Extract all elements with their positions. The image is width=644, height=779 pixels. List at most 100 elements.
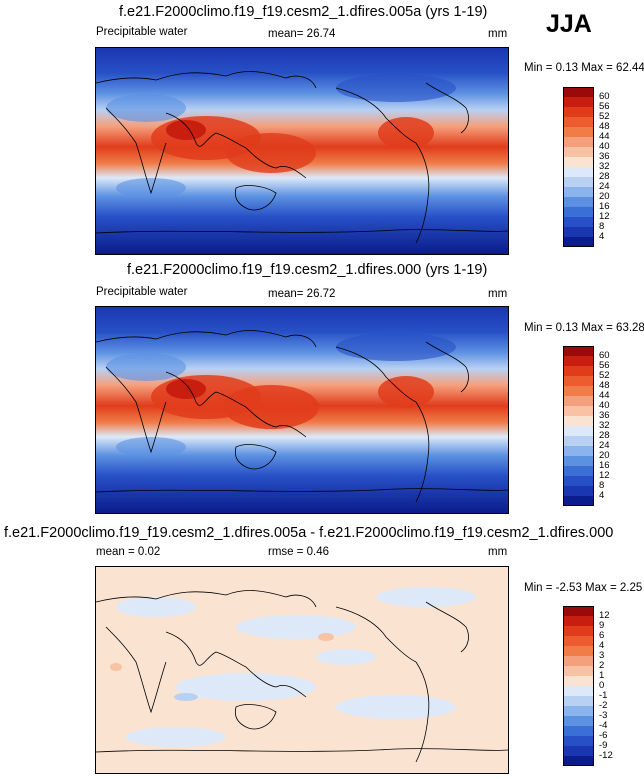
panel-2-colorbar-swatch xyxy=(563,406,594,416)
panel-1-colorbar-tick: 48 xyxy=(599,121,610,132)
panel-2-colorbar-swatch xyxy=(563,486,594,496)
panel-3-colorbar-swatch xyxy=(563,606,594,616)
panel-1-colorbar-tick: 20 xyxy=(599,191,610,202)
panel-3-minmax: Min = -2.53 Max = 2.25 xyxy=(524,582,643,594)
panel-3-colorbar-tick: 9 xyxy=(599,620,605,631)
panel-1-units: mm xyxy=(488,28,508,40)
panel-1-colorbar-tick: 36 xyxy=(599,151,610,162)
panel-2-colorbar-swatch xyxy=(563,366,594,376)
panel-2-colorbar-tick: 36 xyxy=(599,410,610,421)
panel-1-colorbar-swatch xyxy=(563,197,594,207)
panel-1-colorbar-tick: 28 xyxy=(599,171,610,182)
panel-3-colorbar-swatch xyxy=(563,756,594,766)
panel-3-colorbar-tick: -1 xyxy=(599,690,608,701)
panel-1-colorbar-swatch xyxy=(563,167,594,177)
panel-3-colorbar-tick: -3 xyxy=(599,710,608,721)
panel-2-colorbar-tick: 44 xyxy=(599,390,610,401)
panel-1-colorbar-tick: 52 xyxy=(599,111,610,122)
panel-3-colorbar-tick: 0 xyxy=(599,680,605,691)
panel-1-colorbar-swatch xyxy=(563,87,594,97)
panel-2-colorbar-swatch xyxy=(563,446,594,456)
panel-2-colorbar-tick: 28 xyxy=(599,430,610,441)
panel-2-colorbar-tick: 4 xyxy=(599,490,605,501)
panel-2-colorbar-swatch xyxy=(563,476,594,486)
panel-1-title: f.e21.F2000climo.f19_f19.cesm2_1.dfires.… xyxy=(119,4,488,20)
panel-2-colorbar-tick: 16 xyxy=(599,460,610,471)
panel-1-colorbar-swatch xyxy=(563,237,594,247)
panel-3-colorbar-tick: 2 xyxy=(599,660,605,671)
panel-2-minmax: Min = 0.13 Max = 63.28 xyxy=(524,322,644,334)
panel-1-variable: Precipitable water xyxy=(96,26,188,38)
panel-2-colorbar-swatch xyxy=(563,426,594,436)
panel-3-colorbar-swatch xyxy=(563,716,594,726)
panel-3-map xyxy=(95,566,509,774)
panel-2-colorbar-swatch xyxy=(563,416,594,426)
panel-3-colorbar-tick: -9 xyxy=(599,740,608,751)
panel-3-colorbar-swatch xyxy=(563,646,594,656)
panel-2-colorbar-tick: 8 xyxy=(599,480,605,491)
panel-2-colorbar-swatch xyxy=(563,356,594,366)
panel-1-colorbar-tick: 32 xyxy=(599,161,610,172)
panel-1-colorbar-tick: 24 xyxy=(599,181,610,192)
panel-1-colorbar-tick: 12 xyxy=(599,211,610,222)
panel-1-colorbar-tick: 56 xyxy=(599,101,610,112)
panel-2-mean: mean= 26.72 xyxy=(268,288,336,300)
panel-3-colorbar-tick: 6 xyxy=(599,630,605,641)
panel-3-colorbar-tick: -4 xyxy=(599,720,608,731)
panel-3-colorbar-swatch xyxy=(563,706,594,716)
panel-3-colorbar-swatch xyxy=(563,616,594,626)
panel-1-colorbar: 60 56 52 48 44 40 36 32 28 24 20 16 12 8 4 xyxy=(563,87,633,249)
panel-1-colorbar-tick: 4 xyxy=(599,231,605,242)
panel-1-minmax: Min = 0.13 Max = 62.44 xyxy=(524,62,644,74)
panel-3-colorbar-swatch xyxy=(563,736,594,746)
panel-1-colorbar-swatch xyxy=(563,117,594,127)
panel-3-colorbar: 12 9 6 4 3 2 1 0 -1 -2 -3 -4 -6 -9 -12 xyxy=(563,606,633,768)
panel-2-colorbar-swatch xyxy=(563,496,594,506)
panel-1-colorbar-swatch xyxy=(563,127,594,137)
panel-1-colorbar-swatch xyxy=(563,207,594,217)
panel-2-colorbar-tick: 60 xyxy=(599,350,610,361)
panel-3-colorbar-swatch xyxy=(563,746,594,756)
panel-3-colorbar-tick: 3 xyxy=(599,650,605,661)
panel-3-colorbar-swatch xyxy=(563,656,594,666)
panel-3-colorbar-tick: -12 xyxy=(599,750,613,761)
panel-1-colorbar-swatch xyxy=(563,217,594,227)
panel-2-colorbar-swatch xyxy=(563,346,594,356)
panel-1-colorbar-swatch xyxy=(563,187,594,197)
panel-3-mean: mean = 0.02 xyxy=(96,546,161,558)
panel-3-colorbar-swatch xyxy=(563,626,594,636)
panel-1-colorbar-swatch xyxy=(563,177,594,187)
panel-1-colorbar-tick: 40 xyxy=(599,141,610,152)
panel-1-colorbar-swatch xyxy=(563,147,594,157)
panel-2-colorbar-tick: 52 xyxy=(599,370,610,381)
panel-3-title: f.e21.F2000climo.f19_f19.cesm2_1.dfires.… xyxy=(4,525,614,541)
panel-2-colorbar-swatch xyxy=(563,456,594,466)
season-label: JJA xyxy=(546,10,592,38)
panel-2-title: f.e21.F2000climo.f19_f19.cesm2_1.dfires.… xyxy=(127,262,488,278)
panel-1-colorbar-tick: 8 xyxy=(599,221,605,232)
panel-1-colorbar-tick: 16 xyxy=(599,201,610,212)
panel-2-colorbar-swatch xyxy=(563,466,594,476)
panel-2-colorbar-swatch xyxy=(563,376,594,386)
panel-3-colorbar-swatch xyxy=(563,636,594,646)
panel-3-units: mm xyxy=(488,546,508,558)
panel-3-colorbar-swatch xyxy=(563,676,594,686)
panel-1-colorbar-tick: 60 xyxy=(599,91,610,102)
panel-3-colorbar-tick: 4 xyxy=(599,640,605,651)
panel-3-colorbar-tick: -2 xyxy=(599,700,608,711)
panel-2-colorbar-tick: 32 xyxy=(599,420,610,431)
panel-2-colorbar-tick: 40 xyxy=(599,400,610,411)
panel-3-colorbar-swatch xyxy=(563,726,594,736)
panel-3-colorbar-swatch xyxy=(563,686,594,696)
panel-1-mean: mean= 26.74 xyxy=(268,28,336,40)
panel-3-colorbar-tick: 1 xyxy=(599,670,605,681)
panel-3-colorbar-swatch xyxy=(563,696,594,706)
panel-1-colorbar-swatch xyxy=(563,227,594,237)
panel-1-colorbar-swatch xyxy=(563,97,594,107)
panel-2-map xyxy=(95,306,509,514)
panel-2-colorbar-swatch xyxy=(563,396,594,406)
panel-2-colorbar-tick: 48 xyxy=(599,380,610,391)
panel-2-colorbar-swatch xyxy=(563,436,594,446)
panel-2-colorbar-tick: 24 xyxy=(599,440,610,451)
panel-2-colorbar-swatch xyxy=(563,386,594,396)
